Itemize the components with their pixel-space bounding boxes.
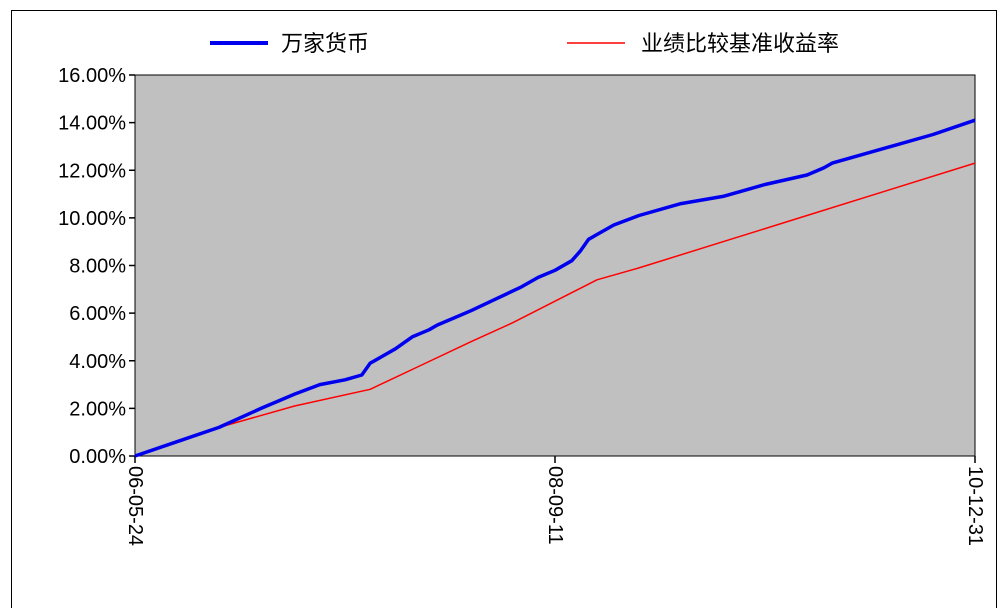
y-tick-label: 14.00% bbox=[58, 113, 126, 135]
legend-label-benchmark: 业绩比较基准收益率 bbox=[641, 31, 839, 56]
x-tick-label: 06-05-24 bbox=[124, 466, 146, 546]
x-tick-label: 10-12-31 bbox=[964, 466, 986, 546]
series-layer bbox=[134, 118, 976, 458]
y-tick-label: 4.00% bbox=[69, 351, 126, 373]
y-tick-label: 16.00% bbox=[58, 65, 126, 87]
plot-area bbox=[134, 74, 976, 457]
y-tick-label: 8.00% bbox=[69, 256, 126, 278]
x-tick-label: 08-09-11 bbox=[544, 466, 566, 545]
y-tick-label: 0.00% bbox=[69, 446, 126, 468]
y-tick-label: 6.00% bbox=[69, 303, 126, 325]
legend-label-wanjia: 万家货币 bbox=[281, 31, 369, 56]
chart-frame bbox=[11, 10, 997, 608]
series-line-benchmark bbox=[134, 162, 976, 457]
x-axis: 06-05-24 08-09-11 10-12-31 bbox=[124, 456, 986, 546]
y-tick-label: 2.00% bbox=[69, 398, 126, 420]
y-tick-label: 10.00% bbox=[58, 208, 126, 230]
y-tick-label: 12.00% bbox=[58, 160, 126, 182]
y-axis: 0.00% 2.00% 4.00% 6.00% 8.00% 10.00% 12.00% 14.… bbox=[58, 65, 135, 468]
series-line-wanjia bbox=[134, 118, 976, 458]
legend: 万家货币 业绩比较基准收益率 bbox=[210, 31, 839, 56]
